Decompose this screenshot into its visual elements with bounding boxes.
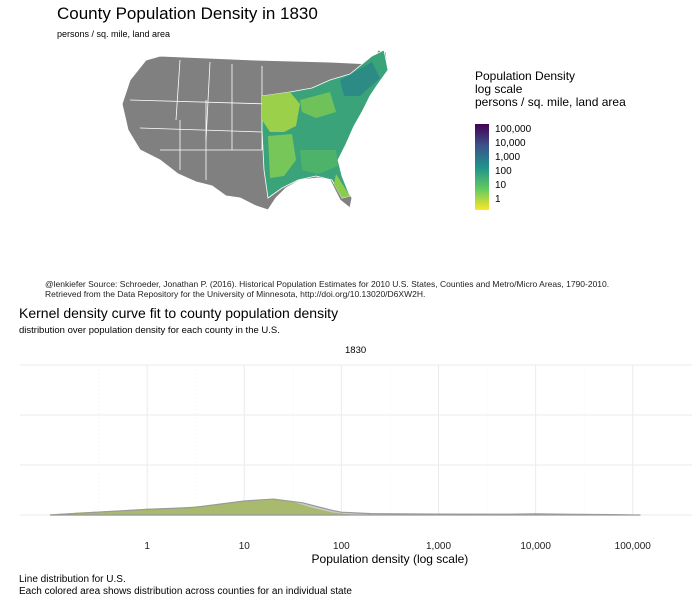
settled-counties-region bbox=[300, 92, 336, 118]
state-border-line bbox=[129, 99, 271, 105]
state-border-line bbox=[139, 127, 263, 133]
source-caption: @lenkiefer Source: Schroeder, Jonathan P… bbox=[45, 279, 610, 299]
state-border-line bbox=[175, 59, 181, 121]
legend-title: Population Density log scale persons / s… bbox=[475, 70, 675, 109]
footnote-line-distribution: Line distribution for U.S. bbox=[19, 574, 126, 585]
x-tick-label: 10 bbox=[239, 541, 251, 552]
map-title: County Population Density in 1830 bbox=[57, 4, 318, 23]
settled-counties-region bbox=[334, 174, 350, 198]
us-county-map bbox=[121, 49, 389, 211]
x-tick-label: 100,000 bbox=[615, 541, 652, 552]
legend-title-line-3: persons / sq. mile, land area bbox=[475, 95, 626, 109]
density-chart-title: Kernel density curve fit to county popul… bbox=[19, 305, 339, 321]
legend-tick: 1,000 bbox=[495, 152, 521, 163]
state-border-line bbox=[205, 61, 211, 141]
legend-tick: 10,000 bbox=[495, 138, 526, 149]
us-density-line-area bbox=[49, 498, 641, 516]
legend-title-line-1: Population Density bbox=[475, 69, 576, 83]
settled-counties-region bbox=[268, 134, 296, 178]
legend-tick: 100 bbox=[495, 166, 512, 177]
x-axis-label: Population density (log scale) bbox=[312, 552, 469, 566]
x-tick-label: 10,000 bbox=[520, 541, 551, 552]
legend-tick: 1 bbox=[495, 194, 501, 205]
legend-title-line-2: log scale bbox=[475, 82, 523, 96]
density-chart: 1 10 100 1,000 10,000 100,000 Population densi… bbox=[20, 364, 692, 566]
legend-tick: 100,000 bbox=[495, 124, 532, 135]
legend-tick: 10 bbox=[495, 180, 507, 191]
settled-counties-region bbox=[340, 62, 380, 96]
legend-colorbar bbox=[475, 124, 489, 210]
settled-counties-region bbox=[300, 150, 338, 174]
density-chart-subtitle: distribution over population density for… bbox=[19, 325, 280, 336]
footnote-colored-area: Each colored area shows distribution acr… bbox=[19, 586, 352, 597]
x-tick-label: 1 bbox=[144, 541, 150, 552]
x-tick-label: 100 bbox=[333, 541, 350, 552]
x-tick-label: 1,000 bbox=[426, 541, 451, 552]
facet-label: 1830 bbox=[345, 345, 367, 356]
map-subtitle: persons / sq. mile, land area bbox=[57, 29, 171, 39]
settled-counties-region bbox=[262, 92, 300, 132]
